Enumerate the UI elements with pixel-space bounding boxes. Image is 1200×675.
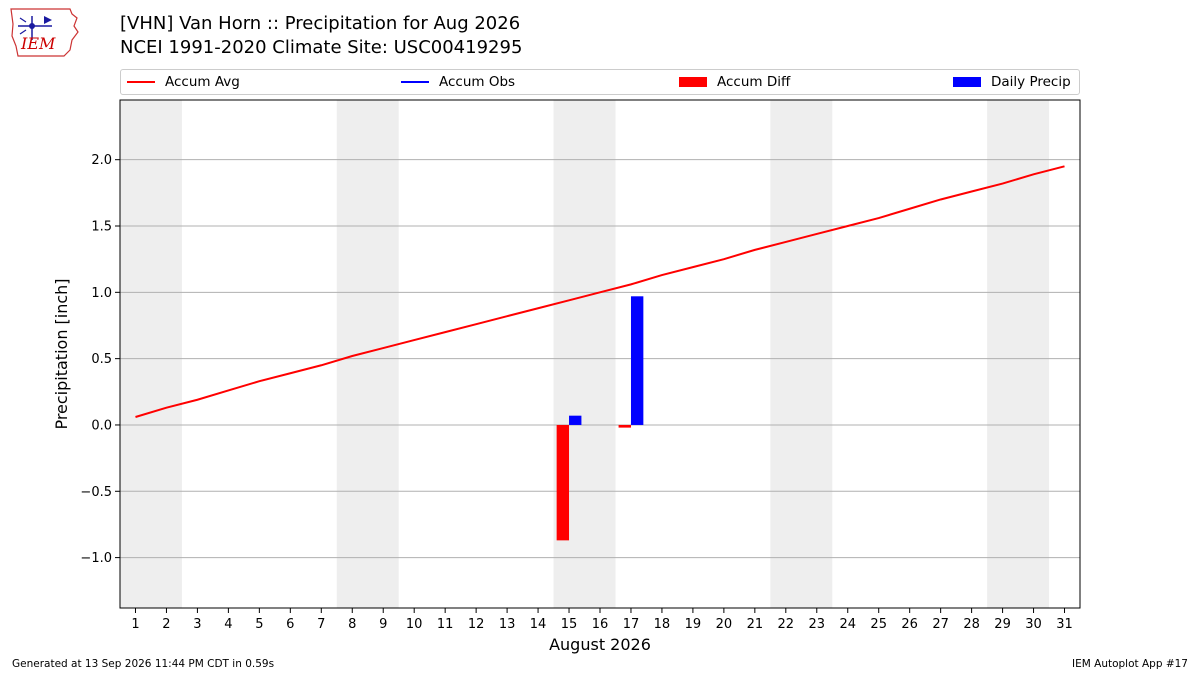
x-tick-label-18: 19	[685, 617, 702, 632]
x-tick-label-12: 13	[499, 617, 516, 632]
x-tick-label-30: 31	[1056, 617, 1073, 632]
x-tick-label-13: 14	[530, 617, 547, 632]
chart-title: [VHN] Van Horn :: Precipitation for Aug …	[120, 13, 521, 34]
x-tick-label-27: 28	[963, 617, 980, 632]
x-tick-label-14: 15	[561, 617, 578, 632]
x-tick-label-0: 1	[131, 617, 139, 632]
y-tick-label-6: 2.0	[91, 153, 112, 168]
x-tick-label-8: 9	[379, 617, 387, 632]
weekend-shading	[120, 100, 1050, 608]
x-tick-label-22: 23	[809, 617, 826, 632]
x-tick-label-7: 8	[348, 617, 356, 632]
bar-marks	[556, 296, 644, 541]
y-tick-label-5: 1.5	[91, 220, 112, 235]
x-tick-label-11: 12	[468, 617, 485, 632]
generated-timestamp: Generated at 13 Sep 2026 11:44 PM CDT in…	[12, 658, 275, 670]
legend-label-accum-avg: Accum Avg	[165, 74, 240, 90]
legend-entry-daily-precip: Daily Precip	[953, 70, 1071, 94]
weekend-band-3	[770, 100, 833, 608]
y-tick-label-4: 1.0	[91, 286, 112, 301]
x-tick-label-1: 2	[162, 617, 170, 632]
y-tick-label-0: −1.0	[80, 551, 112, 566]
x-tick-label-4: 5	[255, 617, 263, 632]
legend: Accum Avg Accum Obs Accum Diff Daily Pre…	[120, 69, 1080, 95]
weekend-band-0	[120, 100, 182, 608]
legend-entry-accum-avg: Accum Avg	[127, 70, 240, 94]
y-axis-ticks: −1.0 −0.5 0.0 0.5 1.0 1.5 2.0	[80, 153, 120, 566]
legend-entry-accum-obs: Accum Obs	[401, 70, 515, 94]
x-tick-label-20: 21	[747, 617, 764, 632]
legend-swatch-accum-obs	[401, 81, 429, 83]
legend-label-accum-obs: Accum Obs	[439, 74, 516, 90]
x-tick-label-29: 30	[1025, 617, 1042, 632]
iem-iowa-logo-icon	[10, 8, 79, 57]
legend-label-accum-diff: Accum Diff	[717, 74, 791, 90]
chart-subtitle: NCEI 1991-2020 Climate Site: USC00419295	[120, 37, 523, 58]
x-tick-label-6: 7	[317, 617, 325, 632]
y-tick-label-2: 0.0	[91, 418, 112, 433]
y-tick-label-3: 0.5	[91, 352, 112, 367]
y-axis-label: Precipitation [inch]	[52, 278, 71, 429]
x-tick-label-9: 10	[406, 617, 423, 632]
line-accum-avg	[135, 165, 1065, 418]
x-tick-label-24: 25	[870, 617, 887, 632]
x-tick-label-10: 11	[437, 617, 454, 632]
x-tick-label-19: 20	[716, 617, 733, 632]
x-tick-label-21: 22	[778, 617, 795, 632]
legend-entry-accum-diff: Accum Diff	[679, 70, 790, 94]
legend-label-daily-precip: Daily Precip	[991, 74, 1071, 90]
app-credit: IEM Autoplot App #17	[1072, 658, 1188, 670]
bar-daily-precip-17	[630, 296, 644, 425]
legend-swatch-accum-diff	[679, 77, 707, 87]
bar-daily-precip-15	[569, 415, 582, 425]
bar-accum-diff-15	[556, 424, 570, 541]
x-axis-ticks: 1 2 3 4 5 6 7 8 9 10 11 12 13 14 15 16 17 18 19 20 21 22 23 24 2…	[131, 608, 1073, 632]
x-tick-label-26: 27	[932, 617, 949, 632]
x-tick-label-17: 18	[654, 617, 671, 632]
iem-logo: IEM	[10, 8, 79, 57]
x-tick-label-5: 6	[286, 617, 294, 632]
x-tick-label-2: 3	[193, 617, 201, 632]
y-tick-label-1: −0.5	[80, 485, 112, 500]
legend-swatch-accum-avg	[127, 81, 155, 83]
weekend-band-4	[987, 100, 1050, 608]
line-marks	[135, 165, 1065, 418]
x-tick-label-3: 4	[224, 617, 232, 632]
x-tick-label-23: 24	[839, 617, 856, 632]
legend-swatch-daily-precip	[953, 77, 981, 87]
x-axis-label: August 2026	[549, 635, 651, 654]
x-tick-label-15: 16	[592, 617, 609, 632]
logo-text: IEM	[20, 34, 56, 53]
x-tick-label-16: 17	[623, 617, 640, 632]
bar-accum-diff-17	[618, 424, 631, 428]
x-tick-label-28: 29	[994, 617, 1011, 632]
x-tick-label-25: 26	[901, 617, 918, 632]
weekend-band-1	[336, 100, 399, 608]
